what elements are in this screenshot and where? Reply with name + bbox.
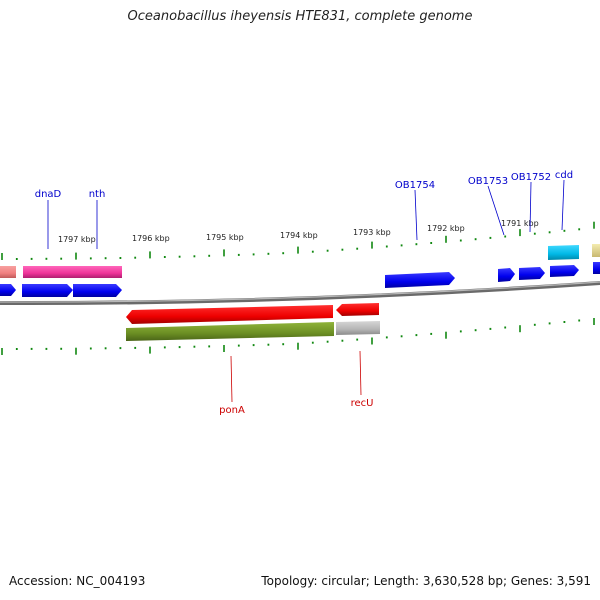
gene-label-dnaD[interactable]: dnaD: [35, 189, 62, 200]
gene-feature[interactable]: [126, 305, 333, 324]
gene-feature[interactable]: [73, 284, 122, 297]
scale-labels: 1797 kbp 1796 kbp 1795 kbp 1794 kbp 1793…: [58, 219, 539, 244]
gene-label-ob1752[interactable]: OB1752: [511, 172, 551, 183]
gene-feature[interactable]: [336, 321, 380, 335]
gene-feature[interactable]: [74, 266, 122, 278]
gene-feature[interactable]: [548, 245, 579, 260]
gene-feature[interactable]: [336, 303, 379, 316]
gene-feature[interactable]: [519, 267, 545, 280]
genome-map-view: Oceanobacillus iheyensis HTE831, complet…: [0, 0, 600, 600]
gene-feature[interactable]: [550, 265, 579, 277]
gene-label-cdd[interactable]: cdd: [555, 170, 573, 181]
topology-text: Topology: circular; Length: 3,630,528 bp…: [261, 574, 591, 588]
reverse-gene-labels: ponA recU: [219, 398, 373, 416]
scale-label: 1795 kbp: [206, 233, 244, 242]
scale-label: 1791 kbp: [501, 219, 539, 228]
scale-label: 1797 kbp: [58, 235, 96, 244]
gene-feature[interactable]: [0, 284, 16, 296]
gene-feature[interactable]: [593, 262, 600, 274]
scale-label: 1792 kbp: [427, 224, 465, 233]
gene-feature[interactable]: [385, 272, 455, 288]
gene-feature[interactable]: [592, 244, 600, 257]
gene-label-ob1753[interactable]: OB1753: [468, 176, 508, 187]
accession-text: Accession: NC_004193: [9, 574, 145, 588]
gene-feature[interactable]: [23, 266, 74, 278]
gene-feature[interactable]: [126, 322, 334, 341]
gene-feature[interactable]: [22, 284, 73, 297]
genome-map-canvas[interactable]: 1797 kbp 1796 kbp 1795 kbp 1794 kbp 1793…: [0, 0, 600, 600]
gene-feature[interactable]: [498, 268, 515, 282]
scale-label: 1793 kbp: [353, 228, 391, 237]
forward-gene-labels: dnaD nth OB1754 OB1753 OB1752 cdd: [35, 170, 573, 200]
reverse-genes: [126, 303, 380, 341]
scale-label: 1796 kbp: [132, 234, 170, 243]
gene-label-recU[interactable]: recU: [351, 398, 374, 409]
reverse-label-lines: [231, 351, 361, 402]
gene-label-nth[interactable]: nth: [89, 189, 106, 200]
gene-feature[interactable]: [0, 266, 16, 278]
gene-label-ob1754[interactable]: OB1754: [395, 180, 435, 191]
scale-label: 1794 kbp: [280, 231, 318, 240]
gene-label-ponA[interactable]: ponA: [219, 405, 245, 416]
